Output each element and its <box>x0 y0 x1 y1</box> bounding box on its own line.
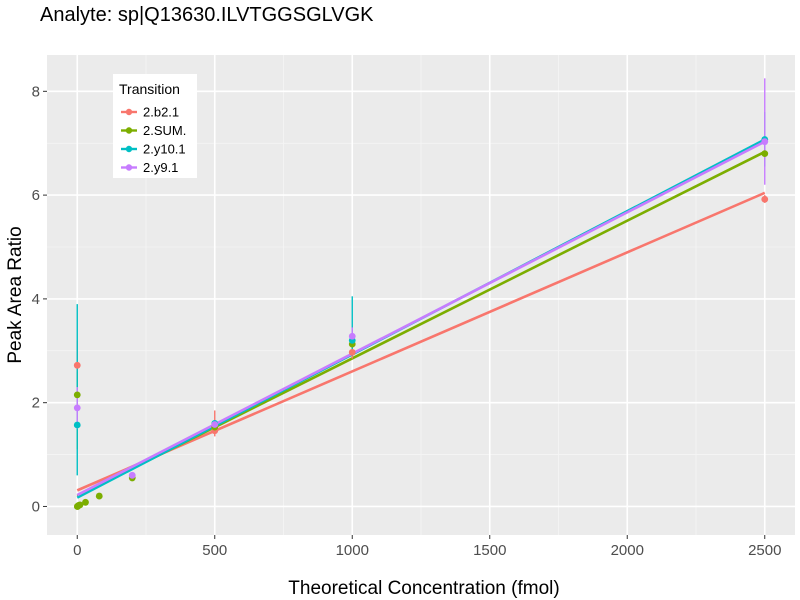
x-axis-title: Theoretical Concentration (fmol) <box>288 578 559 599</box>
legend-key-point <box>125 108 133 116</box>
data-point <box>73 361 81 369</box>
y-tick-label: 4 <box>32 291 40 308</box>
legend-label: 2.y9.1 <box>143 160 178 175</box>
legend-key-point <box>125 145 133 153</box>
data-point <box>73 404 81 412</box>
data-point <box>211 421 219 428</box>
legend-label: 2.b2.1 <box>143 105 179 120</box>
legend-key-point <box>125 127 133 134</box>
legend-title: Transition <box>119 81 180 97</box>
data-point <box>761 195 769 203</box>
x-tick-label: 0 <box>73 542 81 559</box>
y-tick-label: 0 <box>32 498 40 515</box>
y-tick-label: 2 <box>32 395 40 412</box>
data-point <box>73 421 81 429</box>
fit-line <box>76 140 766 497</box>
data-point <box>348 348 356 356</box>
data-point <box>76 501 84 509</box>
legend: Transition 2.b2.1 2.SUM. 2.y10.1 2.y9.1 <box>113 74 197 178</box>
y-tick-label: 8 <box>32 83 40 100</box>
data-points <box>73 136 769 510</box>
y-axis: 0 2 4 6 8 <box>32 83 47 515</box>
data-point <box>348 332 356 340</box>
fit-line <box>76 191 766 492</box>
data-point <box>761 138 769 146</box>
x-tick-label: 1500 <box>473 542 506 559</box>
x-tick-label: 1000 <box>336 542 369 559</box>
legend-label: 2.SUM. <box>143 123 186 138</box>
data-point <box>95 492 103 500</box>
legend-box <box>113 74 197 178</box>
data-point <box>73 391 81 399</box>
data-point <box>128 471 136 479</box>
data-point <box>82 498 89 506</box>
y-tick-label: 6 <box>32 187 40 204</box>
x-tick-label: 500 <box>202 542 227 559</box>
y-axis-title: Peak Area Ratio <box>5 226 26 363</box>
chart-title: Analyte: sp|Q13630.ILVTGGSGLVGK <box>40 4 374 26</box>
data-point <box>761 150 769 157</box>
x-tick-label: 2500 <box>748 542 781 559</box>
x-tick-label: 2000 <box>611 542 644 559</box>
x-axis: 0 500 1000 1500 2000 2500 <box>73 535 781 559</box>
fit-lines <box>76 138 766 499</box>
legend-items: 2.b2.1 2.SUM. 2.y10.1 2.y9.1 <box>121 105 186 175</box>
legend-key-point <box>125 164 133 171</box>
legend-label: 2.y10.1 <box>143 142 186 157</box>
